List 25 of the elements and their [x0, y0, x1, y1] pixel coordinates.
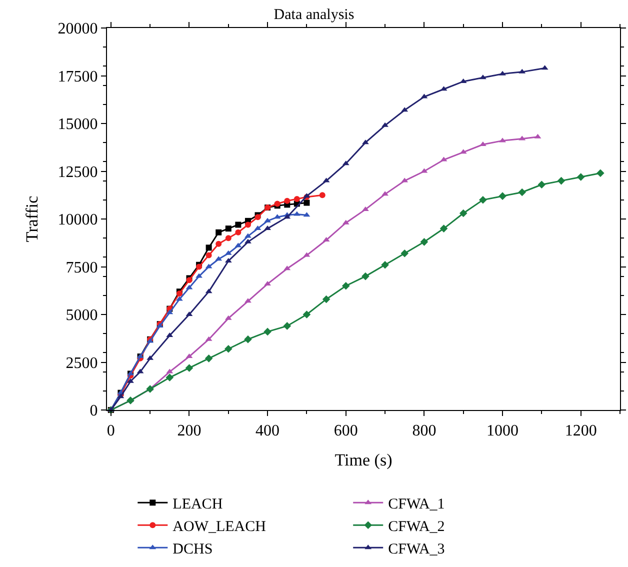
y-tick-label: 7500: [66, 259, 98, 276]
chart-title: Data analysis: [274, 7, 354, 24]
y-tick-label: 2500: [66, 354, 98, 372]
x-tick-label: 800: [412, 422, 436, 440]
x-tick-label: 1200: [564, 422, 597, 440]
legend-label: DCHS: [172, 542, 213, 558]
legend-label: CFWA_1: [388, 496, 445, 512]
x-tick-label: 600: [334, 422, 358, 440]
x-tick-label: 400: [256, 422, 280, 440]
y-axis-title: Traffic: [22, 195, 42, 242]
y-tick-label: 0: [90, 402, 98, 420]
y-tick-label: 17500: [58, 68, 98, 86]
x-tick-label: 1000: [486, 422, 519, 440]
legend-label: CFWA_2: [388, 519, 445, 535]
y-tick-label: 15000: [58, 116, 98, 134]
x-axis-title: Time (s): [334, 450, 392, 470]
legend-label: AOW_LEACH: [172, 519, 266, 535]
y-tick-label: 20000: [58, 20, 98, 38]
y-tick-label: 10000: [58, 212, 98, 229]
y-tick-label: 12500: [58, 164, 98, 181]
x-tick-label: 200: [177, 422, 202, 440]
y-tick-label: 5000: [66, 307, 98, 324]
legend-label: LEACH: [172, 496, 223, 512]
legend-label: CFWA_3: [388, 542, 445, 558]
x-tick-label: 0: [106, 422, 115, 440]
